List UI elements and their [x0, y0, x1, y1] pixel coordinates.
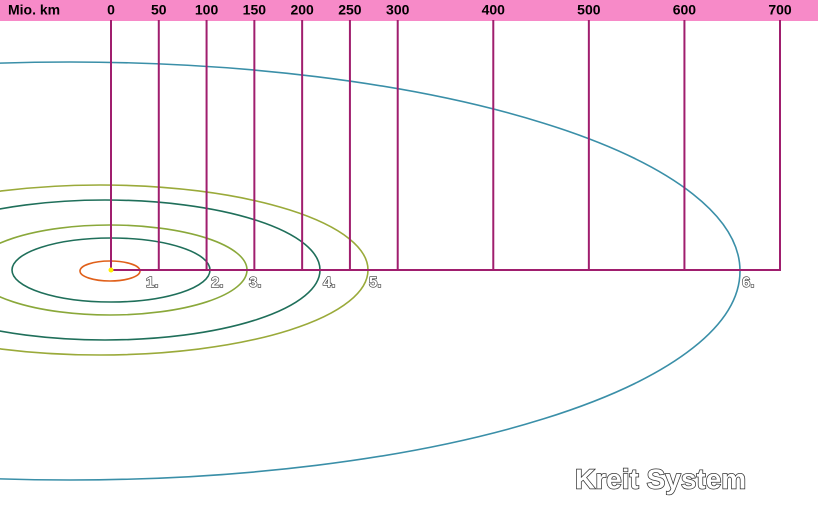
- sun: [108, 267, 114, 273]
- orbit-label: 1.: [146, 274, 159, 291]
- tick-label: 700: [768, 2, 792, 18]
- tick-label: 600: [673, 2, 697, 18]
- tick-label: 200: [290, 2, 314, 18]
- scale: [110, 20, 781, 271]
- tick-label: 0: [107, 2, 115, 18]
- title: Kreit System: [575, 463, 746, 494]
- tick-label: 400: [482, 2, 506, 18]
- scale-label: Mio. km: [8, 2, 60, 18]
- orbit-label: 3.: [249, 274, 262, 291]
- tick-label: 100: [195, 2, 219, 18]
- orbit-label: 6.: [742, 274, 755, 291]
- orbit-label: 2.: [211, 274, 224, 291]
- tick-label: 150: [243, 2, 267, 18]
- orbit-label: 5.: [369, 274, 382, 291]
- tick-label: 50: [151, 2, 167, 18]
- scale-bar: [0, 0, 818, 21]
- orbit-label: 4.: [323, 274, 336, 291]
- tick-label: 500: [577, 2, 601, 18]
- tick-label: 250: [338, 2, 362, 18]
- tick-label: 300: [386, 2, 410, 18]
